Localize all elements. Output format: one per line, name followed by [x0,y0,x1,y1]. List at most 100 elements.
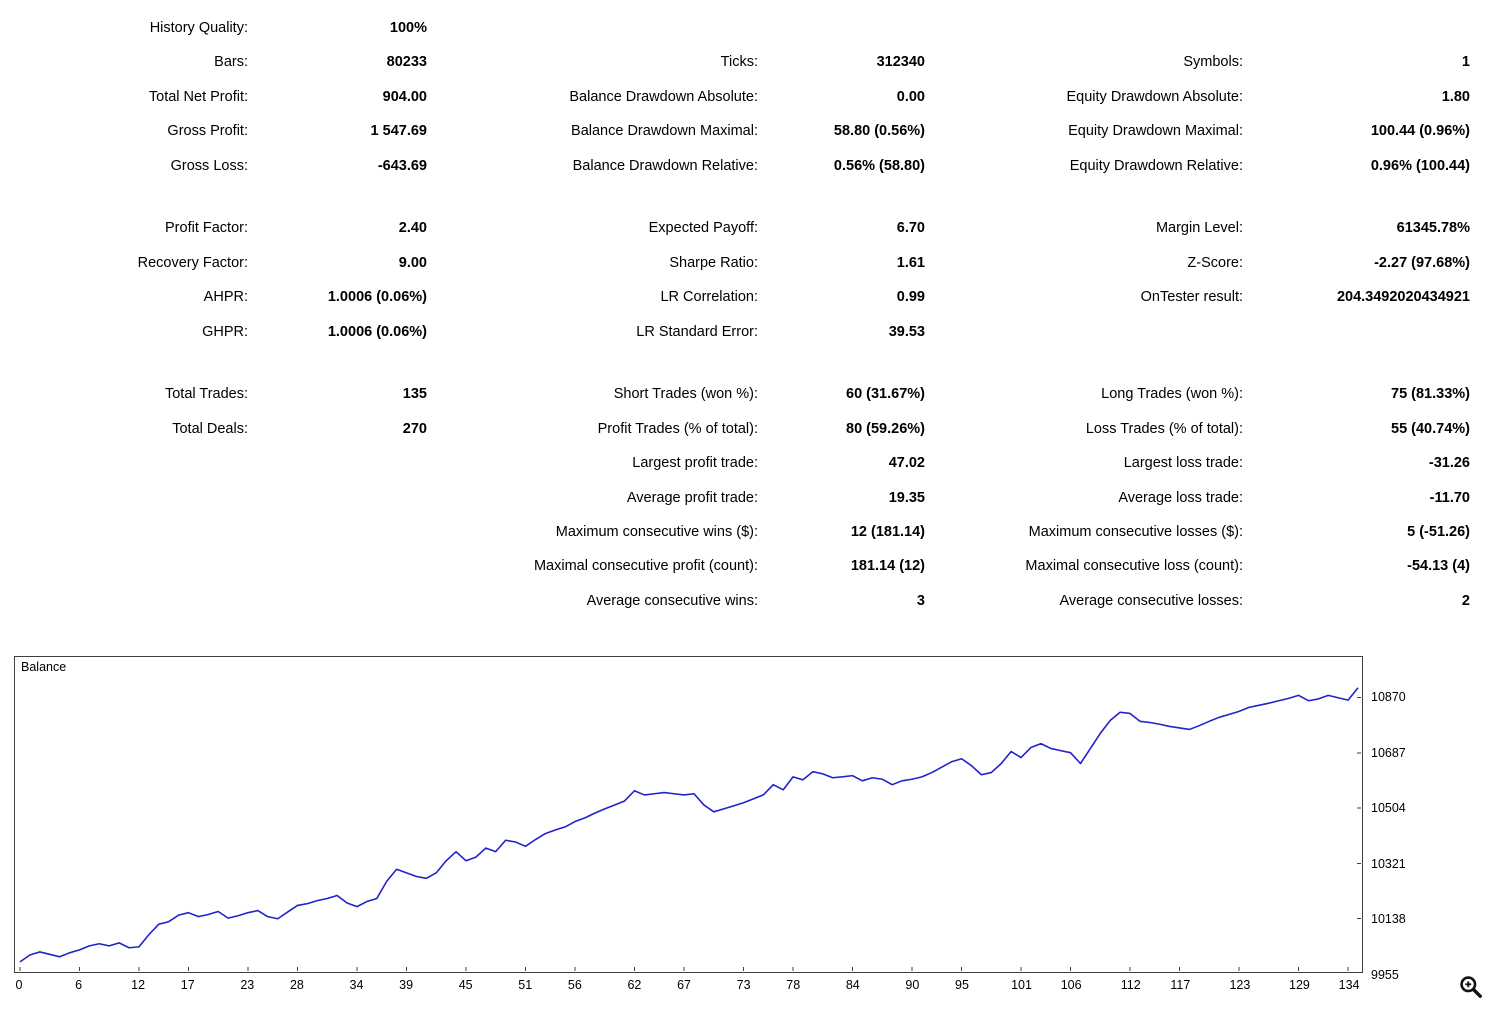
stat-value: 55 (40.74%) [1391,420,1470,437]
x-axis-tick-label: 123 [1229,978,1251,992]
stat-value: 1.0006 (0.06%) [327,323,427,340]
stat-label: Largest loss trade: [1123,455,1243,472]
stat-value: -643.69 [377,157,427,174]
stat-value: 2 [1461,592,1470,609]
stat-value: 39.53 [888,323,925,340]
stat-label: Average consecutive losses: [1059,592,1243,609]
stat-label: Largest profit trade: [632,455,758,472]
stat-value: 80 (59.26%) [846,420,925,437]
x-axis-tick-label: 101 [1011,978,1032,992]
stats-row: GHPR: 1.0006 (0.06%) LR Standard Error: 39.… [0,315,1500,349]
stats-row: Average consecutive wins: 3 Average consec… [0,584,1500,618]
y-axis-tick-label: 10870 [1371,690,1406,704]
stat-value: 12 (181.14) [850,524,925,541]
x-axis-tick-label: 23 [240,978,255,992]
stat-label: Profit Trades (% of total): [597,420,758,437]
y-axis-tick-label: 10504 [1371,801,1406,816]
stat-value: 204.3492020434921 [1336,289,1470,306]
stat-value: -11.70 [1429,489,1470,506]
y-axis-tick-label: 10138 [1371,912,1406,927]
x-axis-tick-label: 112 [1120,978,1141,992]
stat-label: Equity Drawdown Maximal: [1068,123,1243,140]
stat-label: Gross Profit: [167,123,248,140]
stat-label: Short Trades (won %): [613,386,758,403]
balance-line-svg [19,687,1362,972]
stat-label: Balance Drawdown Maximal: [571,123,758,140]
stat-value: 80233 [386,54,427,71]
stat-value: 0.99 [896,289,925,306]
stat-value: 1 547.69 [370,123,427,140]
x-axis-tick-label: 84 [845,978,860,992]
stat-value: 75 (81.33%) [1391,386,1470,403]
x-axis-tick-label: 78 [786,978,801,992]
stats-row: Total Deals: 270 Profit Trades (% of total… [0,412,1500,446]
stat-label: Profit Factor: [165,220,248,237]
stats-row: Maximal consecutive profit (count): 181.1… [0,549,1500,583]
stats-row: Total Trades: 135 Short Trades (won %): 60 … [0,378,1500,412]
stat-label: Maximum consecutive losses ($): [1028,524,1243,541]
stat-label: Average consecutive wins: [586,592,758,609]
x-axis-labels: 0 6 12 17 23 28 34 39 45 51 56 62 67 73 78 84 90 95 101 106… [14,978,1374,996]
stat-label: Total Deals: [172,420,248,437]
stat-label: Maximum consecutive wins ($): [555,524,758,541]
balance-line [19,687,1359,963]
stats-row: Largest profit trade: 47.02 Largest loss t… [0,446,1500,480]
stat-value: -2.27 (97.68%) [1374,254,1470,271]
stat-label: Ticks: [720,54,758,71]
stat-label: GHPR: [202,323,248,340]
stats-row: Total Net Profit: 904.00 Balance Drawdown … [0,80,1500,114]
stat-value: 1 [1461,54,1470,71]
x-axis-tick-label: 0 [15,978,23,992]
y-axis-tick-label: 10321 [1371,856,1406,871]
stat-label: Recovery Factor: [137,254,248,271]
stats-row: Profit Factor: 2.40 Expected Payoff: 6.70 Ma… [0,211,1500,245]
x-axis-tick-label: 67 [677,978,691,992]
stat-value: 270 [402,420,427,437]
stat-value: -54.13 (4) [1407,558,1470,575]
x-axis-tick-label: 12 [131,978,146,992]
x-axis-tick-label: 129 [1289,978,1310,992]
x-axis-tick-label: 39 [399,978,414,992]
stat-value: 2.40 [398,220,427,237]
stat-value: 19.35 [888,489,925,506]
x-axis-tick-label: 34 [349,978,364,992]
stat-label: Total Net Profit: [148,88,248,105]
stat-value: 58.80 (0.56%) [833,123,925,140]
stat-value: 9.00 [398,254,427,271]
stat-label: Loss Trades (% of total): [1085,420,1243,437]
stat-value: -31.26 [1428,455,1470,472]
x-axis-tick-label: 90 [905,978,920,992]
stat-value: 0.96% (100.44) [1370,157,1470,174]
stat-label: Maximal consecutive loss (count): [1025,558,1243,575]
stat-value: 0.00 [896,88,925,105]
stats-row: Maximum consecutive wins ($): 12 (181.14)… [0,515,1500,549]
stat-value: 61345.78% [1396,220,1470,237]
stat-label: Expected Payoff: [648,220,758,237]
stat-value: 3 [916,592,925,609]
group-spacer [0,349,1500,378]
zoom-icon[interactable] [1458,974,1484,1000]
backtest-report: History Quality: 100% Bars: 80233 Ticks: 3123… [0,19,1500,998]
x-axis-tick-label: 95 [955,978,969,992]
stat-label: Total Trades: [164,386,248,403]
y-axis-tick-label: 10687 [1371,745,1406,760]
stats-row: AHPR: 1.0006 (0.06%) LR Correlation: 0.99 On… [0,280,1500,314]
x-axis-tick-label: 134 [1338,978,1360,992]
chart-plot: Balance [14,656,1363,973]
stat-label: Bars: [214,54,248,71]
stat-value: 0.56% (58.80) [833,157,925,174]
x-axis-tick-label: 45 [458,978,473,992]
stat-value: 5 (-51.26) [1407,524,1470,541]
stat-label: Margin Level: [1155,220,1243,237]
x-axis-tick-label: 28 [289,978,304,992]
stat-value: 60 (31.67%) [846,386,925,403]
stats-row: Gross Loss: -643.69 Balance Drawdown Relat… [0,149,1500,183]
x-axis-tick-label: 17 [180,978,195,992]
stats-row: Recovery Factor: 9.00 Sharpe Ratio: 1.61 Z-S… [0,246,1500,280]
y-axis-tick-label: 9955 [1371,967,1399,982]
stat-label: OnTester result: [1140,289,1243,306]
stat-value: 100% [389,19,427,36]
stats-row: Gross Profit: 1 547.69 Balance Drawdown Ma… [0,114,1500,148]
x-axis-tick-label: 56 [567,978,582,992]
stat-label: Balance Drawdown Absolute: [569,88,758,105]
